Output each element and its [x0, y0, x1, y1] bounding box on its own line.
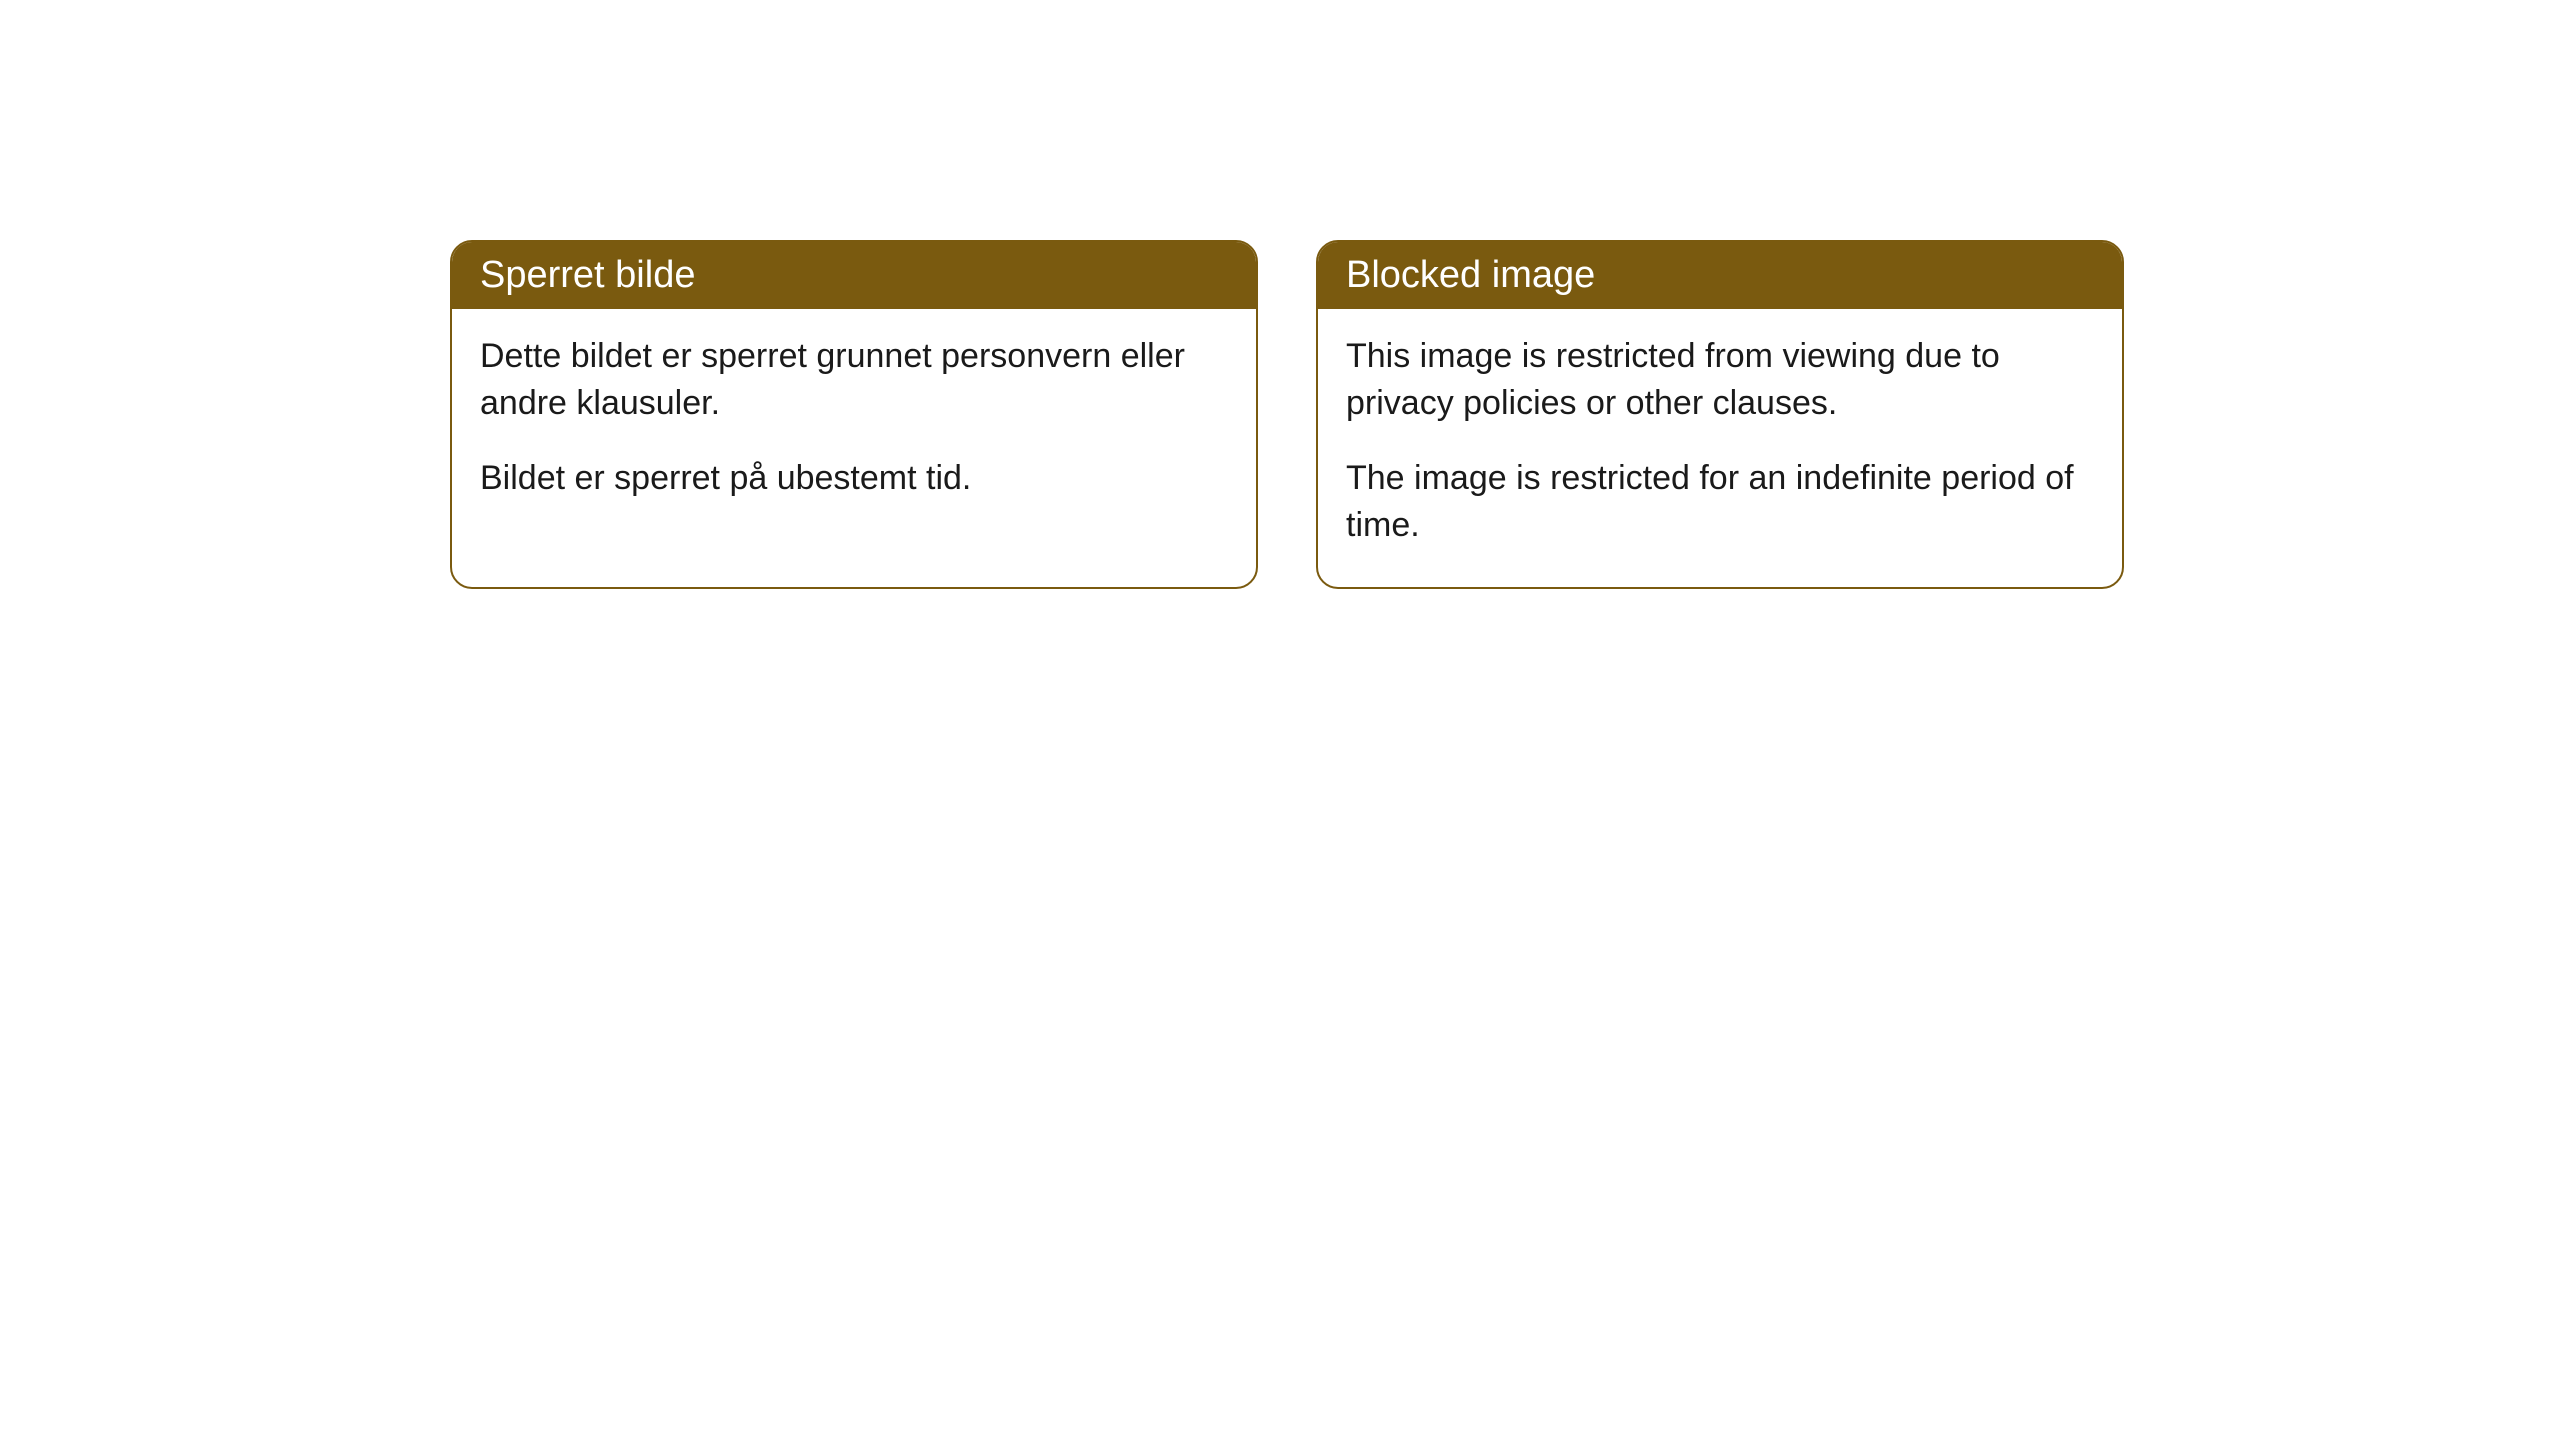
- blocked-image-card-english: Blocked image This image is restricted f…: [1316, 240, 2124, 589]
- card-header: Blocked image: [1318, 242, 2122, 309]
- card-paragraph-1: Dette bildet er sperret grunnet personve…: [480, 333, 1228, 427]
- notification-cards-container: Sperret bilde Dette bildet er sperret gr…: [450, 240, 2560, 589]
- blocked-image-card-norwegian: Sperret bilde Dette bildet er sperret gr…: [450, 240, 1258, 589]
- card-title: Sperret bilde: [480, 254, 695, 296]
- card-body: This image is restricted from viewing du…: [1318, 309, 2122, 587]
- card-paragraph-1: This image is restricted from viewing du…: [1346, 333, 2094, 427]
- card-header: Sperret bilde: [452, 242, 1256, 309]
- card-paragraph-2: The image is restricted for an indefinit…: [1346, 455, 2094, 549]
- card-body: Dette bildet er sperret grunnet personve…: [452, 309, 1256, 540]
- card-title: Blocked image: [1346, 254, 1595, 296]
- card-paragraph-2: Bildet er sperret på ubestemt tid.: [480, 455, 1228, 502]
